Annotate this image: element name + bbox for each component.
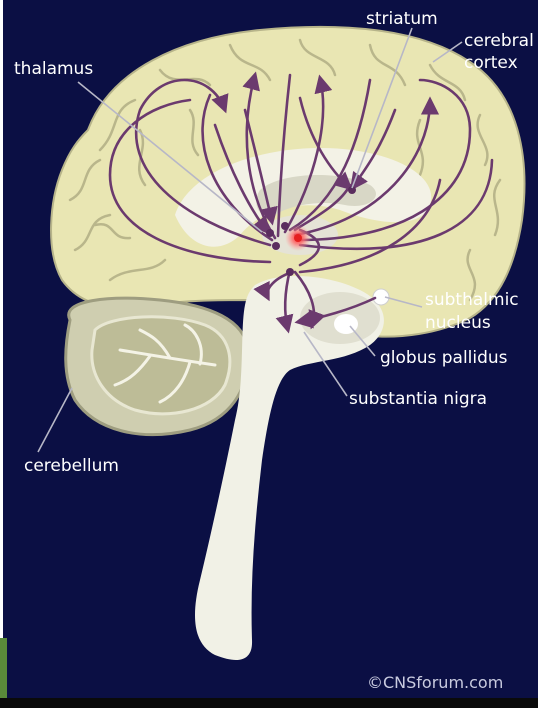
- cerebellum-inner: [90, 315, 232, 416]
- bottom-bar: [0, 698, 538, 708]
- subthalamic-nucleus-marker: [372, 288, 390, 306]
- pathway-nodes: [266, 186, 356, 276]
- label-globus-pallidus: globus pallidus: [380, 348, 508, 368]
- cortex-folds: [68, 38, 502, 302]
- label-cortex: cortex: [464, 53, 518, 73]
- label-substantia-nigra: substantia nigra: [349, 389, 487, 409]
- label-thalamus: thalamus: [14, 59, 93, 79]
- highlight-center: [294, 234, 302, 242]
- neural-pathways: [108, 71, 494, 334]
- label-cerebral: cerebral: [464, 31, 534, 51]
- label-striatum: striatum: [366, 9, 438, 29]
- side-tab: [0, 638, 7, 700]
- arbor-vitae: [113, 323, 217, 404]
- label-leaders: [37, 27, 463, 453]
- left-border: [0, 0, 3, 708]
- label-nucleus: nucleus: [425, 313, 491, 333]
- brainstem: [195, 275, 384, 660]
- label-cerebellum: cerebellum: [24, 456, 119, 476]
- label-subthalamic: subthalmic: [425, 290, 519, 310]
- copyright-notice: ©CNSforum.com: [367, 673, 503, 692]
